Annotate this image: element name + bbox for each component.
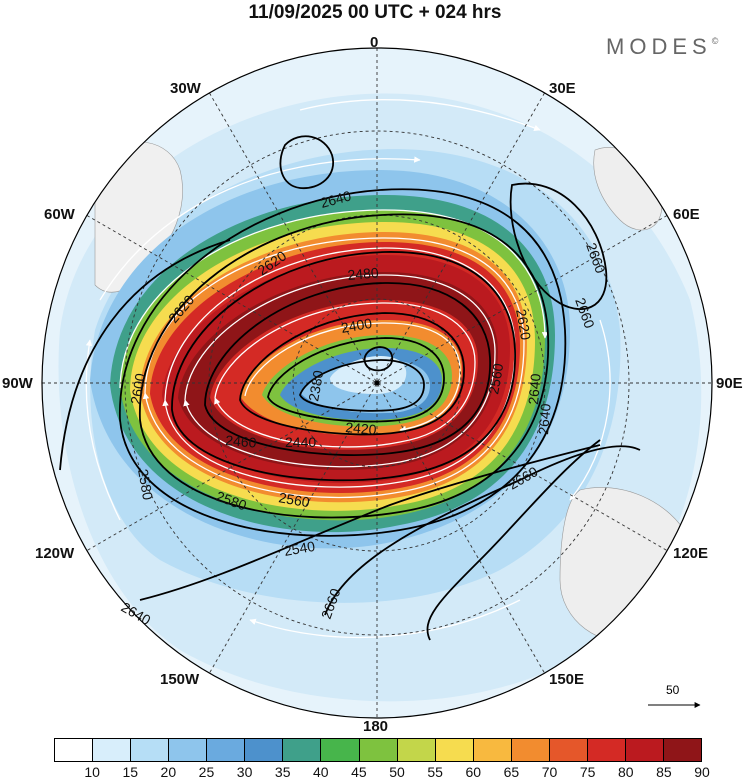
- colorbar-tick-label: 15: [122, 764, 139, 780]
- lon-label-150w: 150W: [160, 671, 200, 688]
- lon-label-180: 180: [363, 718, 389, 735]
- contour-label: 2600: [127, 372, 148, 406]
- colorbar-swatch: [131, 739, 170, 761]
- colorbar-tick-label: 80: [617, 764, 634, 780]
- contour-label: 2560: [277, 489, 311, 510]
- brand-logo: MODES©: [606, 34, 718, 60]
- lon-label-30w: 30W: [170, 80, 201, 97]
- colorbar-swatch: [207, 739, 246, 761]
- colorbar-tick-label: 45: [351, 764, 367, 780]
- contour-label: 2400: [340, 315, 374, 336]
- colorbar-tick-label: 85: [656, 764, 672, 780]
- reference-vector: 50: [646, 683, 706, 713]
- colorbar-tick-label: 65: [503, 764, 520, 780]
- colorbar-swatch: [549, 739, 588, 761]
- colorbar-tick-label: 30: [236, 764, 253, 780]
- contour-label: 2440: [285, 434, 316, 450]
- colorbar-tick-label: 10: [84, 764, 100, 780]
- contour-label: 2580: [135, 468, 156, 502]
- lon-label-60e: 60E: [673, 206, 700, 223]
- contour-label: 2640: [525, 373, 544, 406]
- colorbar-swatch: [397, 739, 436, 761]
- colorbar-tick-label: 60: [465, 764, 482, 780]
- contour-label: 2420: [345, 419, 378, 438]
- colorbar-swatch: [625, 739, 664, 761]
- colorbar-tick-label: 35: [274, 764, 291, 780]
- lon-label-120e: 120E: [673, 545, 709, 562]
- colorbar-swatch: [435, 739, 474, 761]
- colorbar-swatch: [283, 739, 322, 761]
- contour-label: 2560: [485, 362, 506, 396]
- colorbar-tick-label: 50: [389, 764, 405, 780]
- colorbar-swatch: [664, 739, 702, 761]
- brand-name: MODES: [606, 34, 712, 59]
- colorbar-tick-label: 40: [313, 764, 329, 780]
- contour-label: 2640: [535, 403, 554, 436]
- colorbar-swatch: [587, 739, 626, 761]
- colorbar-swatch: [511, 739, 550, 761]
- contour-label: 2380: [305, 369, 326, 403]
- colorbar-tick-label: 90: [694, 764, 710, 780]
- lon-label-90e: 90E: [716, 375, 743, 392]
- map-title: 11/09/2025 00 UTC + 024 hrs: [248, 2, 502, 23]
- colorbar-tick-label: 25: [198, 764, 215, 780]
- colorbar-swatch: [321, 739, 360, 761]
- contour-label: 2620: [513, 308, 534, 342]
- colorbar-swatch: [93, 739, 132, 761]
- colorbar-tick-label: 70: [541, 764, 558, 780]
- lon-label-30e: 30E: [549, 80, 576, 97]
- colorbar-tick-label: 20: [160, 764, 177, 780]
- polar-map: 2640 2620 2620 2600 2580 2580 2560 2540 …: [41, 47, 713, 719]
- colorbar-tick-label: 75: [579, 764, 596, 780]
- colorbar-tick-label: 55: [427, 764, 443, 780]
- lon-label-150e: 150E: [549, 671, 585, 688]
- colorbar-swatch: [245, 739, 284, 761]
- colorbar: [54, 738, 702, 762]
- reference-vector-value: 50: [666, 683, 680, 697]
- lon-label-60w: 60W: [44, 206, 75, 223]
- colorbar-ticks: 10 15 20 25 30 35 40 45 50 55 60 65 70 75 80 85 90: [54, 764, 709, 782]
- brand-copyright: ©: [711, 36, 719, 46]
- contour-label: 2540: [283, 538, 317, 559]
- colorbar-swatch: [473, 739, 512, 761]
- height-contours: [59, 135, 641, 641]
- lon-label-90w: 90W: [2, 375, 33, 392]
- contour-label: 2460: [225, 432, 258, 451]
- colorbar-swatch: [169, 739, 208, 761]
- colorbar-swatch: [55, 739, 94, 761]
- colorbar-swatch: [359, 739, 398, 761]
- lon-label-0: 0: [370, 34, 379, 51]
- lon-label-120w: 120W: [35, 545, 75, 562]
- map-boundary: [41, 47, 713, 719]
- wind-shading: [42, 48, 712, 718]
- contour-label: 2640: [319, 187, 353, 211]
- contour-label: 2480: [347, 264, 380, 283]
